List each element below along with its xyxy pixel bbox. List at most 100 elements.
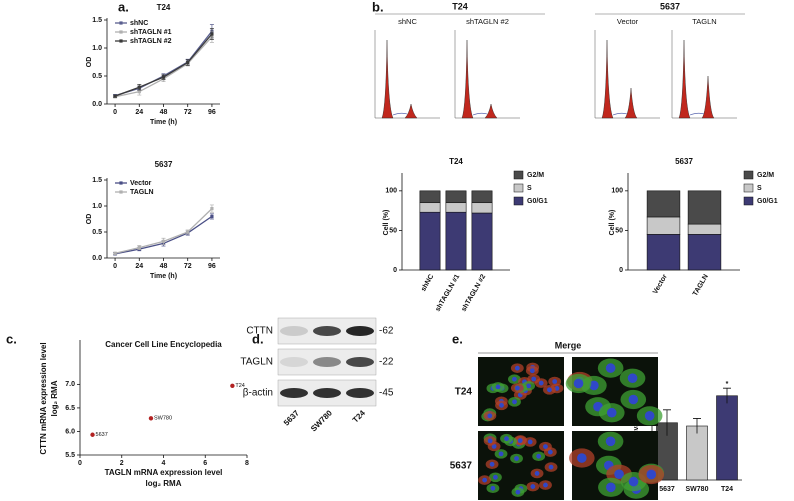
x-tick-label: 48 — [160, 263, 168, 270]
y-axis-label: Cell (%) — [609, 210, 616, 236]
nucleus — [514, 365, 520, 371]
x-axis-label: Time (h) — [150, 119, 177, 126]
nucleus — [646, 469, 657, 480]
x-tick-label: shTAGLN #1 — [435, 273, 462, 313]
legend-swatch — [513, 183, 524, 193]
nucleus — [527, 439, 533, 445]
y-tick-label: 7.0 — [65, 381, 75, 388]
histogram-peak — [461, 39, 474, 119]
y-tick-label: 100 — [611, 188, 623, 195]
bar-segment — [646, 216, 681, 235]
blot-band — [280, 326, 308, 336]
blot-band — [346, 357, 374, 367]
microscopy-title: Merge — [555, 340, 582, 350]
x-tick-label: 0 — [113, 109, 117, 116]
marker — [137, 246, 141, 250]
legend-swatch — [743, 196, 754, 206]
nucleus — [529, 368, 535, 374]
blot-band — [313, 357, 341, 367]
panel-label: a. — [118, 0, 129, 14]
y-tick-label: 50 — [615, 227, 623, 234]
x-tick-label: 8 — [245, 460, 249, 467]
marker — [113, 251, 117, 255]
y-tick-label: 6.0 — [65, 428, 75, 435]
histogram-frame — [374, 30, 440, 119]
marker — [161, 239, 166, 243]
legend-marker — [119, 21, 123, 25]
histogram-peak — [404, 103, 418, 119]
size-label: -62 — [379, 326, 394, 337]
y-axis-label: CTTN mRNA expression level — [39, 342, 48, 454]
bar — [686, 425, 708, 481]
legend-swatch — [743, 183, 754, 193]
marker — [210, 214, 214, 218]
point — [148, 416, 154, 421]
y-tick-label: 0 — [393, 267, 397, 274]
nucleus — [517, 438, 523, 444]
y-tick-label: 0.5 — [92, 229, 102, 236]
legend-marker — [119, 181, 123, 185]
x-tick-label: TAGLN — [692, 273, 710, 297]
bar-segment — [646, 234, 681, 271]
x-tick-label: 6 — [203, 460, 207, 467]
nucleus — [573, 378, 584, 389]
legend-marker — [119, 39, 123, 43]
x-tick-label: SW780 — [686, 486, 709, 493]
protein-label: CTTN — [246, 326, 273, 337]
y-axis-label: OD — [86, 57, 93, 68]
nucleus — [606, 407, 617, 418]
bar-segment — [687, 234, 722, 271]
x-tick-label: 24 — [135, 109, 143, 116]
blot-band — [280, 357, 308, 367]
x-tick-label: Vector — [652, 273, 669, 295]
series-line — [114, 36, 213, 98]
protein-label: TAGLN — [240, 357, 273, 368]
histogram-frame — [454, 30, 520, 119]
nucleus — [512, 376, 517, 382]
legend-label: shNC — [130, 20, 148, 27]
legend-label: G2/M — [527, 172, 544, 179]
marker — [210, 207, 214, 211]
legend-swatch — [513, 170, 524, 180]
x-tick-label: 0 — [113, 263, 117, 270]
blot-band — [280, 388, 308, 398]
x-axis-label: log₂ RMA — [146, 479, 182, 488]
x-tick-label: 4 — [162, 460, 166, 467]
legend-label: S — [757, 185, 762, 192]
legend-label: shTAGLN #2 — [130, 38, 172, 45]
x-tick-label: 0 — [78, 460, 82, 467]
x-tick-label: shTAGLN #2 — [461, 273, 488, 313]
error-bar — [663, 409, 671, 436]
histogram-fit — [689, 112, 705, 116]
nucleus — [605, 436, 616, 447]
bar-segment — [419, 190, 441, 204]
point-label: 5637 — [96, 432, 108, 438]
y-tick-label: 6.5 — [65, 405, 75, 412]
nucleus — [530, 484, 536, 489]
y-axis-label: OD — [86, 214, 93, 225]
error-bar — [723, 387, 731, 404]
bar — [716, 395, 738, 481]
nucleus — [577, 453, 587, 463]
nucleus — [514, 385, 520, 391]
panel-label: c. — [6, 331, 17, 346]
point — [230, 383, 235, 388]
histogram-peak — [701, 75, 715, 119]
annotation: * — [726, 381, 729, 388]
x-tick-label: 24 — [135, 263, 143, 270]
histogram-fit — [392, 112, 408, 116]
error-bar — [693, 418, 701, 434]
nucleus — [482, 477, 488, 483]
bar-segment — [419, 211, 441, 271]
panel-label: d. — [252, 331, 264, 346]
legend-label: TAGLN — [130, 189, 154, 196]
nucleus — [487, 438, 493, 444]
legend-label: G0/G1 — [757, 198, 778, 205]
nucleus — [628, 476, 639, 487]
lane-label: 5637 — [282, 408, 301, 427]
nucleus — [526, 383, 532, 389]
marker — [137, 90, 141, 94]
protein-label: β-actin — [243, 388, 273, 399]
flow-sample-label: shTAGLN #2 — [466, 17, 509, 26]
